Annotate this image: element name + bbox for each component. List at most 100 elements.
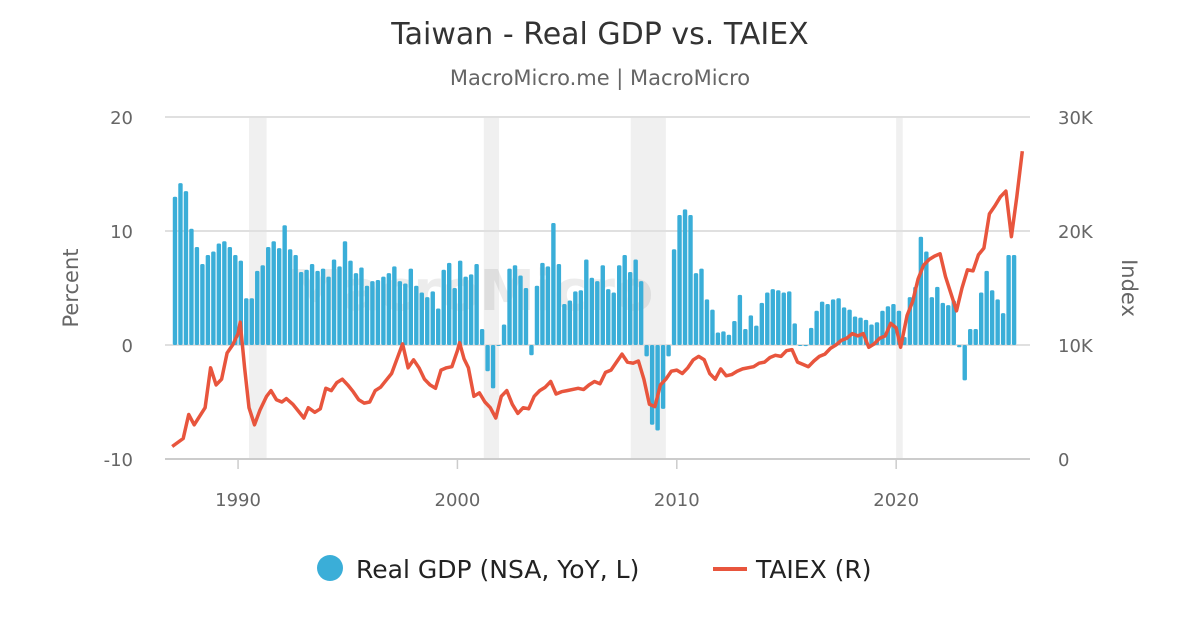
gdp-bar (255, 270, 260, 345)
gdp-bar (787, 291, 792, 345)
gdp-bar (189, 228, 194, 345)
gdp-bar (315, 270, 320, 345)
gdp-bar (551, 223, 556, 345)
gdp-bar (622, 254, 627, 345)
gdp-bar (287, 249, 293, 345)
chart-subtitle: MacroMicro.me | MacroMicro (450, 66, 750, 91)
right-axis-title: Index (1117, 259, 1141, 317)
gdp-bar (381, 276, 386, 345)
taiex-line (171, 150, 1025, 448)
gdp-bar (562, 303, 567, 345)
gdp-bar (611, 292, 616, 345)
gdp-bar (847, 309, 852, 345)
gdp-bar (803, 345, 808, 347)
gdp-bar (386, 273, 392, 345)
gdp-bar (359, 267, 364, 345)
gdp-bar (978, 292, 984, 345)
gdp-bar (501, 324, 507, 345)
gdp-bar (194, 246, 200, 345)
gdp-bar (830, 299, 836, 345)
gdp-bar (304, 269, 309, 345)
legend-gdp-marker (317, 555, 343, 581)
gdp-bar (649, 345, 655, 425)
gdp-bar (178, 183, 183, 345)
gdp-bar (271, 241, 276, 345)
gdp-bar (940, 302, 945, 345)
gdp-bar (414, 285, 419, 345)
gdp-bar (627, 272, 633, 345)
gdp-bar (441, 269, 446, 345)
x-tick-label: 2000 (435, 490, 481, 511)
gdp-bar (293, 254, 298, 345)
gdp-bar (425, 297, 430, 345)
gdp-bar (463, 276, 468, 345)
gdp-bar (699, 268, 704, 345)
gdp-bar (468, 274, 474, 345)
gdp-bar (518, 275, 523, 345)
gdp-bar (748, 315, 754, 345)
gdp-bar (523, 288, 529, 345)
right-tick-label: 20K (1058, 222, 1094, 243)
gdp-bar (759, 302, 765, 345)
gdp-bar (973, 329, 978, 345)
gdp-bar (688, 215, 693, 345)
gdp-bar (348, 260, 353, 345)
gdp-bar (841, 307, 847, 345)
gdp-bar (309, 264, 315, 345)
gdp-bar (754, 325, 759, 345)
gdp-bar (211, 251, 216, 345)
x-tick-label: 1990 (215, 490, 261, 511)
gdp-bar (880, 310, 885, 345)
legend-item-taiex[interactable]: TAIEX (R) (713, 555, 872, 584)
gdp-bar (282, 225, 287, 345)
legend-item-gdp[interactable]: Real GDP (NSA, YoY, L) (317, 555, 639, 584)
gdp-bar (392, 266, 397, 345)
gdp-bar (710, 309, 715, 345)
gdp-bar (715, 332, 721, 345)
gdp-bar (781, 292, 786, 345)
gdp-bar (951, 300, 956, 345)
gdp-bar (1006, 254, 1011, 345)
gdp-bar (617, 265, 622, 345)
gdp-bar (693, 273, 699, 345)
gdp-bar (765, 292, 770, 345)
gdp-bar (792, 323, 797, 345)
gdp-bar (364, 285, 370, 345)
left-tick-label: 10 (110, 222, 133, 243)
gdp-bar (452, 288, 457, 345)
gdp-bar (962, 345, 967, 381)
gdp-bar (474, 264, 479, 345)
gdp-bar (721, 331, 726, 345)
gdp-bar (660, 345, 666, 409)
gdp-bar (578, 290, 584, 345)
gdp-bar (496, 345, 501, 346)
gdp-bar (929, 297, 935, 345)
gdp-bar (968, 329, 973, 345)
gdp-bar (589, 277, 594, 345)
gdp-bar (682, 209, 688, 345)
gdp-bar (798, 345, 803, 346)
gdp-bar (244, 298, 249, 345)
gdp-bar (408, 268, 414, 345)
left-tick-label: 0 (122, 336, 133, 357)
right-tick-label: 0 (1058, 450, 1069, 471)
gdp-bar (529, 345, 534, 356)
right-tick-label: 30K (1058, 108, 1094, 129)
gdp-bar (326, 276, 331, 345)
gdp-bar (260, 265, 265, 345)
gdp-bar (573, 291, 578, 345)
gdp-bar (216, 243, 222, 345)
gdp-bar (935, 286, 940, 345)
gdp-bar (1011, 254, 1017, 345)
gdp-bar (671, 249, 677, 345)
gdp-bar (403, 283, 408, 345)
gdp-bar (507, 268, 512, 345)
gdp-bar (638, 281, 644, 345)
gdp-bar (655, 345, 660, 431)
gdp-bar (227, 246, 233, 345)
chart-title: Taiwan - Real GDP vs. TAIEX (390, 17, 808, 52)
gdp-bar (852, 316, 858, 345)
gdp-bar (556, 264, 562, 345)
gdp-bar (946, 305, 951, 345)
